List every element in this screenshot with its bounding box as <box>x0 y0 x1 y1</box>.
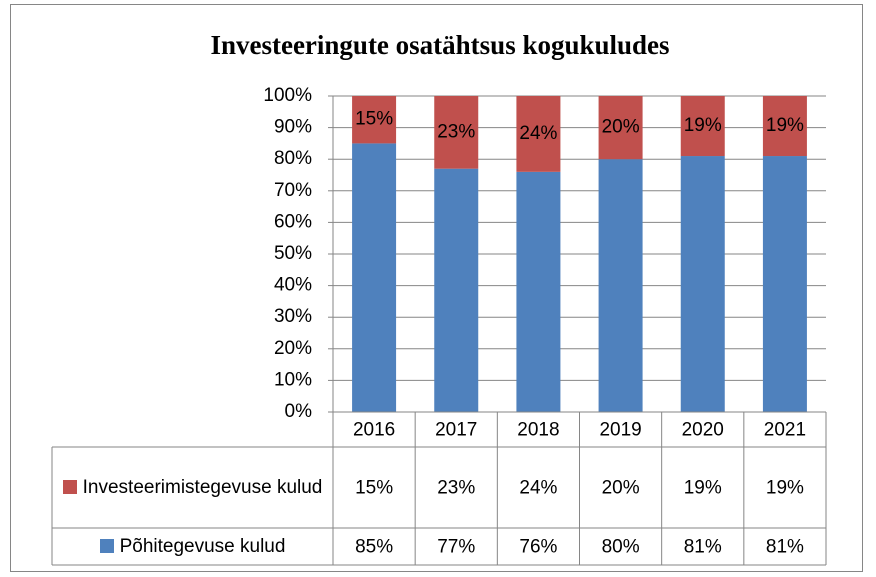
bar-segment <box>434 168 479 412</box>
bar-segment <box>352 96 397 144</box>
legend-cell: Investeerimistegevuse kulud <box>54 447 331 528</box>
y-tick-label: 0% <box>285 401 313 422</box>
legend-entry: Investeerimistegevuse kulud <box>54 447 331 528</box>
legend-content: Investeerimistegevuse kulud <box>62 475 323 501</box>
legend-content: Põhitegevuse kulud <box>99 534 286 560</box>
bar-segment <box>516 96 561 172</box>
data-label: 15% <box>355 109 393 130</box>
table-value: 24% <box>519 478 557 499</box>
data-label: 19% <box>766 115 804 136</box>
bar-segment <box>680 156 725 412</box>
chart-title: Investeeringute osatähtsus kogukuludes <box>210 30 669 60</box>
y-tick-label: 90% <box>274 117 312 138</box>
table-value: 77% <box>437 537 475 558</box>
table-value: 81% <box>684 537 722 558</box>
legend-entry: Põhitegevuse kulud <box>54 528 331 565</box>
x-tick-label: 2019 <box>599 420 641 441</box>
x-tick-label: 2021 <box>764 420 806 441</box>
y-tick-label: 50% <box>274 243 312 264</box>
bar-segment <box>762 96 807 157</box>
legend-swatch <box>99 538 114 553</box>
table-value: 76% <box>519 537 557 558</box>
y-tick-label: 80% <box>274 148 312 169</box>
x-tick-label: 2017 <box>435 420 477 441</box>
y-tick-label: 10% <box>274 369 312 390</box>
table-value: 15% <box>355 478 393 499</box>
data-label: 23% <box>437 121 475 142</box>
table-value: 81% <box>766 537 804 558</box>
data-label: 19% <box>684 115 722 136</box>
data-label: 20% <box>602 117 640 138</box>
bar-segment <box>434 96 479 169</box>
x-tick-label: 2018 <box>517 420 559 441</box>
bar-segment <box>598 159 643 412</box>
table-value: 20% <box>602 478 640 499</box>
bar-segment <box>762 156 807 412</box>
legend-cell: Põhitegevuse kulud <box>54 528 331 565</box>
x-tick-label: 2020 <box>682 420 724 441</box>
y-tick-label: 40% <box>274 275 312 296</box>
legend-swatch <box>62 479 77 494</box>
table-value: 19% <box>684 478 722 499</box>
y-tick-label: 70% <box>274 180 312 201</box>
legend-label: Investeerimistegevuse kulud <box>82 476 323 498</box>
data-label: 24% <box>519 123 557 144</box>
table-value: 80% <box>602 537 640 558</box>
y-tick-label: 100% <box>263 85 312 106</box>
bar-segment <box>680 96 725 157</box>
table-value: 85% <box>355 537 393 558</box>
table-value: 23% <box>437 478 475 499</box>
y-tick-label: 30% <box>274 306 312 327</box>
bar-segment <box>516 171 561 412</box>
legend-label: Põhitegevuse kulud <box>119 535 286 557</box>
y-tick-label: 20% <box>274 338 312 359</box>
table-value: 19% <box>766 478 804 499</box>
x-tick-label: 2016 <box>353 420 395 441</box>
bar-segment <box>598 96 643 160</box>
y-tick-label: 60% <box>274 211 312 232</box>
bar-segment <box>352 143 397 412</box>
